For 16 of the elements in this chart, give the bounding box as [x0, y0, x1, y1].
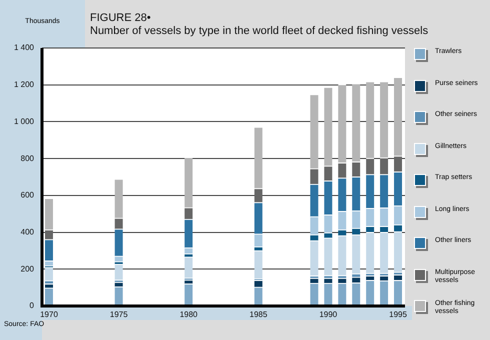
y-tick-label: 1 400: [14, 43, 35, 52]
chart-subtitle: Number of vessels by type in the world fleet of decked fishing vessels: [90, 25, 428, 37]
x-tick-label: 1980: [180, 310, 198, 320]
y-tick-label: 1 000: [14, 116, 35, 126]
x-tick-label: 1970: [40, 310, 58, 320]
y-tick-label: 200: [20, 264, 35, 274]
y-tick-label: 400: [20, 227, 35, 236]
x-tick-label: 1975: [110, 310, 128, 320]
y-tick-label: 1 200: [14, 80, 35, 90]
y-tick-label: 800: [20, 154, 35, 163]
x-tick-label: 1990: [319, 310, 338, 320]
y-tick-label: 0: [30, 301, 35, 310]
y-tick-label: 600: [20, 190, 35, 200]
chart-title: FIGURE 28•: [90, 12, 151, 24]
x-tick-label: 1995: [389, 310, 408, 320]
x-tick-label: 1985: [250, 310, 268, 320]
